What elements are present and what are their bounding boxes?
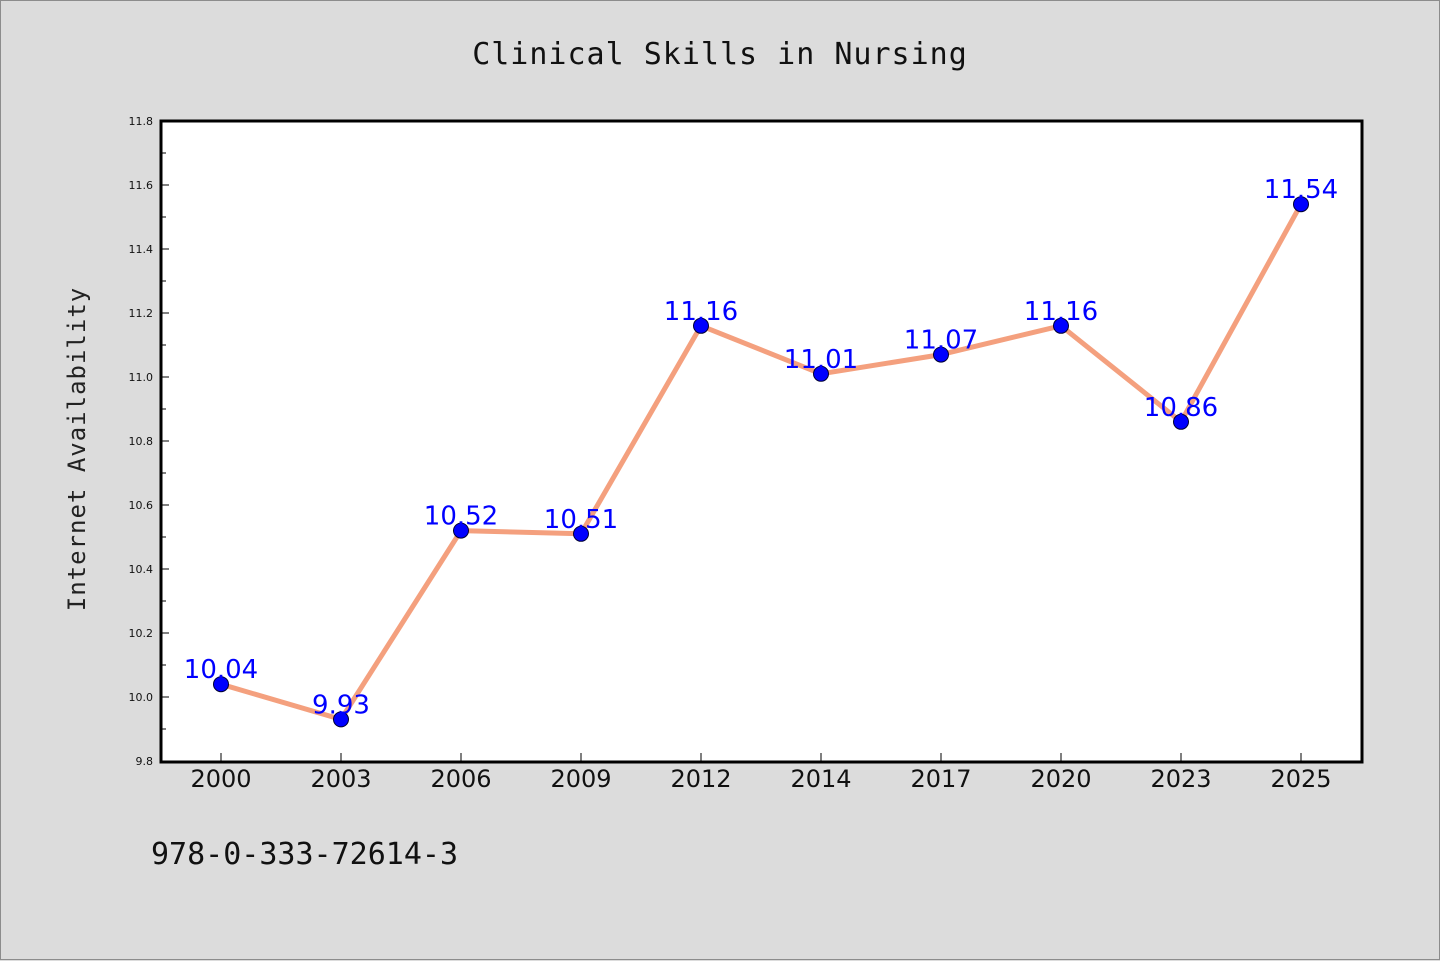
y-tick-label: 9.8 — [136, 755, 154, 768]
y-tick-label: 10.4 — [129, 563, 154, 576]
data-label: 11.01 — [784, 345, 858, 375]
data-label: 11.16 — [1024, 297, 1098, 327]
data-point — [1293, 196, 1309, 213]
data-point — [933, 346, 949, 363]
y-tick-label: 10.6 — [129, 499, 154, 512]
x-tick-label: 2006 — [430, 765, 491, 793]
data-label: 11.07 — [904, 326, 978, 356]
series-line-group — [213, 196, 1309, 728]
data-point — [453, 522, 469, 539]
x-tick-label: 2012 — [670, 765, 731, 793]
plot-area — [159, 119, 1364, 764]
y-axis: 9.8 10.0 10.2 10.4 10.6 10.8 11.0 11.2 11.4 11.6 1… — [129, 115, 169, 768]
x-tick-label: 2003 — [310, 765, 371, 793]
y-tick-label: 10.8 — [129, 435, 154, 448]
isbn-text: 978-0-333-72614-3 — [151, 837, 458, 872]
y-tick-label: 10.0 — [129, 691, 154, 704]
data-label: 10.51 — [544, 505, 618, 535]
data-point — [333, 711, 349, 728]
series-line — [220, 202, 1304, 722]
y-tick-label: 11.6 — [129, 179, 154, 192]
x-tick-label: 2023 — [1150, 765, 1211, 793]
data-label: 11.54 — [1264, 175, 1338, 205]
data-label: 10.86 — [1144, 393, 1218, 423]
x-tick-label: 2017 — [910, 765, 971, 793]
data-point — [1053, 317, 1069, 334]
data-point — [1173, 413, 1189, 430]
data-point — [213, 676, 229, 693]
data-label: 11.16 — [664, 297, 738, 327]
x-axis: 2000 2003 2006 2009 2012 2014 2017 2020 2023 2025 — [190, 753, 1332, 793]
data-label: 10.52 — [424, 502, 498, 532]
x-tick-label: 2009 — [550, 765, 611, 793]
y-tick-label: 11.0 — [129, 371, 154, 384]
y-tick-label: 10.2 — [129, 627, 154, 640]
y-tick-label: 11.8 — [129, 115, 154, 128]
x-tick-label: 2014 — [790, 765, 851, 793]
data-point — [813, 365, 829, 382]
data-label: 9.93 — [312, 690, 370, 720]
chart-title: Clinical Skills in Nursing — [472, 37, 968, 72]
y-axis-label: Internet Availability — [63, 287, 91, 611]
data-point — [573, 525, 589, 542]
data-labels: 10.04 9.93 10.52 10.51 11.16 11.01 11.07 11.16 1… — [184, 175, 1338, 720]
x-tick-label: 2025 — [1270, 765, 1331, 793]
data-label: 10.04 — [184, 655, 258, 685]
y-tick-label: 11.4 — [129, 243, 154, 256]
data-point — [693, 317, 709, 334]
x-tick-label: 2020 — [1030, 765, 1091, 793]
x-tick-label: 2000 — [190, 765, 251, 793]
y-tick-label: 11.2 — [129, 307, 154, 320]
